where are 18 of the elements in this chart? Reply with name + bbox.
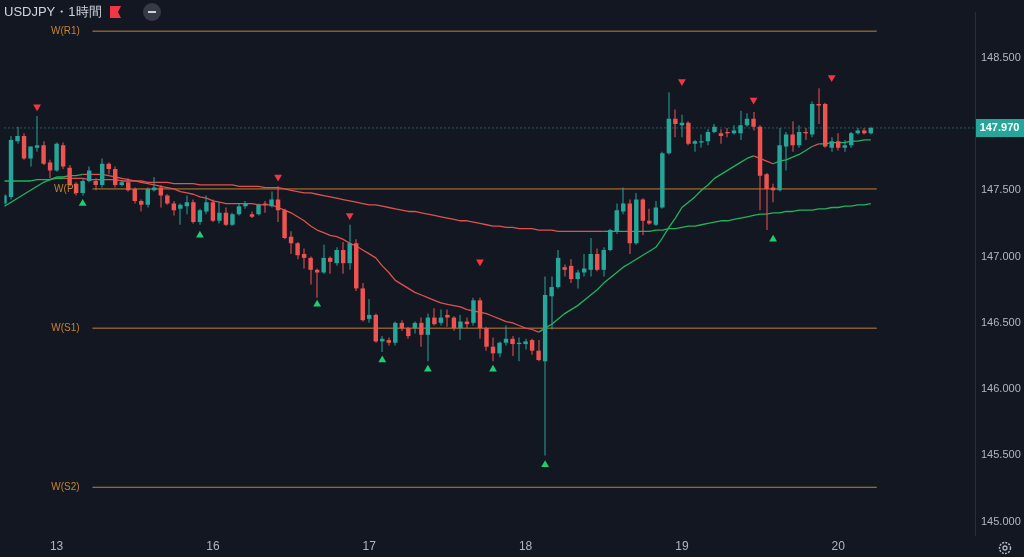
y-tick-label: 148.500 — [981, 50, 1021, 63]
y-tick-label: 145.000 — [981, 514, 1021, 527]
x-tick-label: 16 — [206, 538, 220, 553]
ref-line-label: W(R1) — [51, 24, 80, 36]
x-tick-label: 13 — [49, 538, 64, 553]
ref-line-label: W(S1) — [51, 321, 80, 333]
ref-line-label: 147.970 — [979, 120, 1020, 133]
y-tick-label: 146.000 — [981, 382, 1021, 395]
x-tick-label: 19 — [675, 538, 689, 553]
chart-title: USDJPY・1時間 — [4, 3, 102, 21]
y-tick-label: 145.500 — [981, 448, 1021, 461]
y-tick-label: 147.500 — [981, 183, 1021, 196]
y-tick-label: 147.000 — [981, 249, 1021, 262]
x-tick-label: 20 — [831, 538, 846, 553]
ref-line-label: W(S2) — [51, 481, 80, 493]
x-tick-label: 17 — [362, 538, 377, 553]
y-tick-label: 146.500 — [981, 315, 1021, 328]
x-tick-label: 18 — [518, 538, 533, 553]
